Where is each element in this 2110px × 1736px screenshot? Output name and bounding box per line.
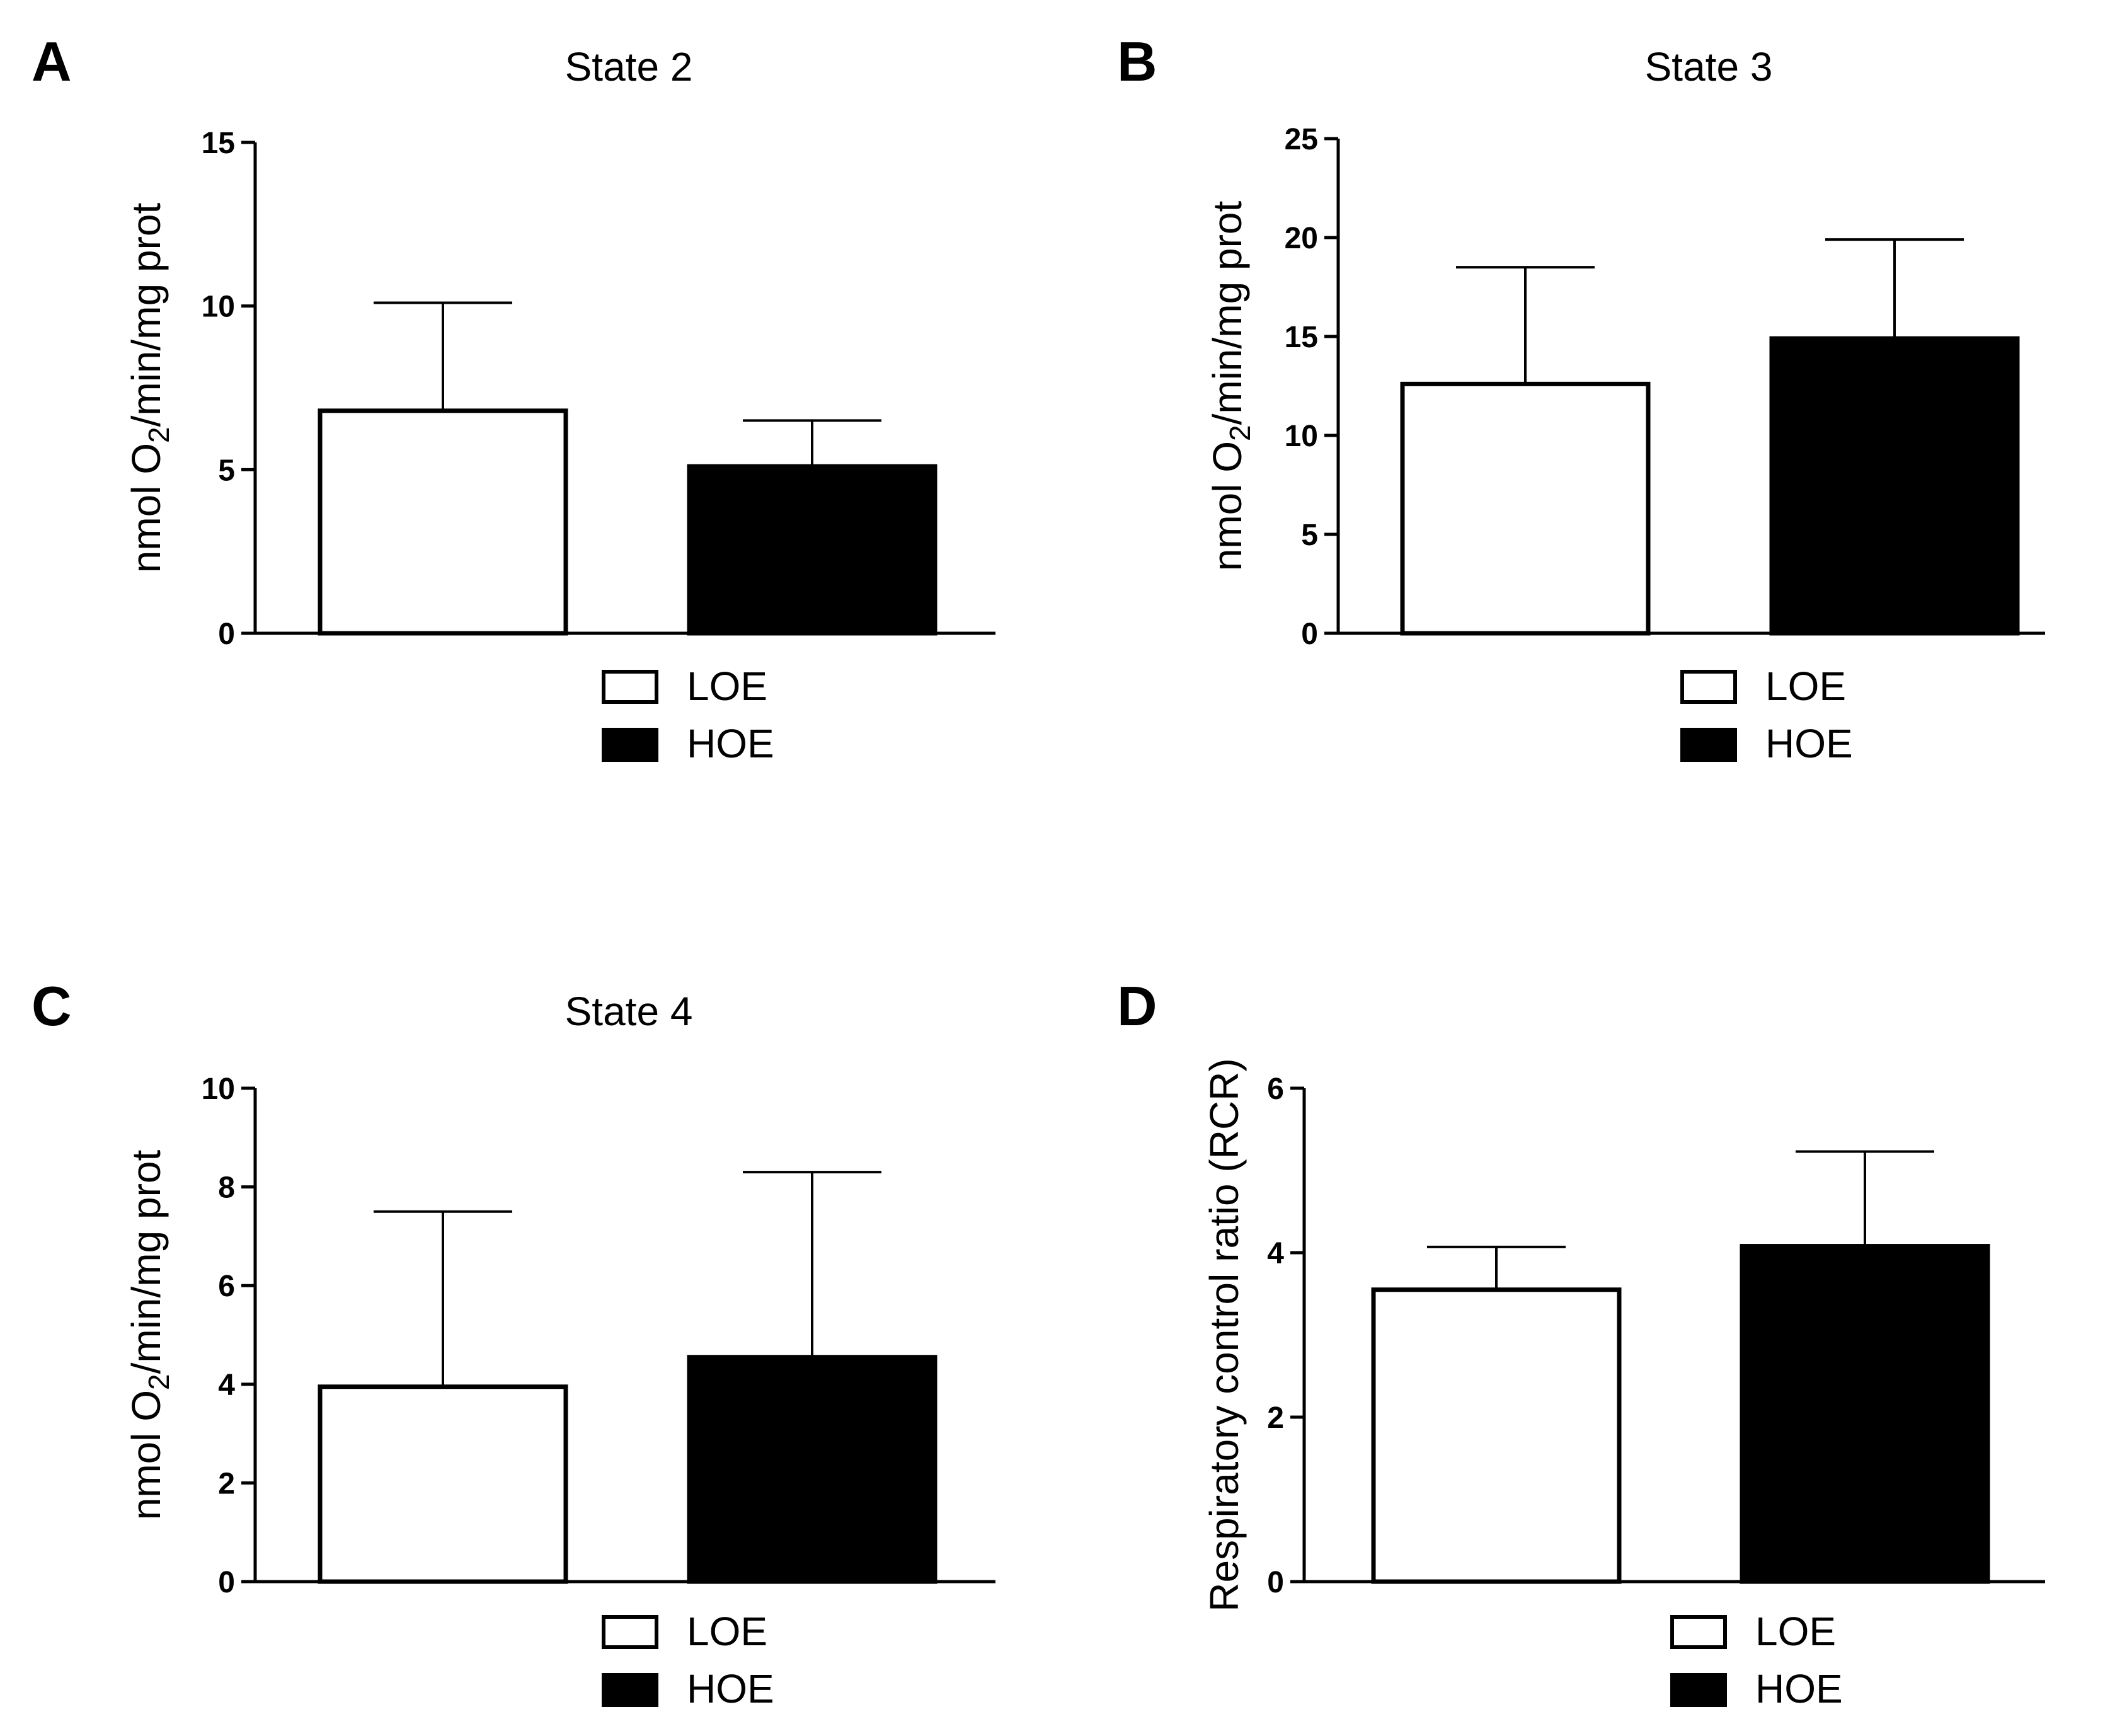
y-tick-label: 4 (218, 1369, 235, 1402)
y-axis-label-subscript: 2 (142, 427, 175, 443)
y-tick-label: 5 (218, 454, 235, 487)
legend-swatch-hoe (602, 1673, 658, 1707)
y-axis-label-part: /min/mg prot (123, 203, 169, 427)
legend-label-loe: LOE (1765, 664, 1846, 709)
bar-loe (1400, 381, 1651, 636)
chart-title: State 3 (1645, 44, 1773, 89)
y-axis-label-subscript: 2 (142, 1374, 175, 1390)
y-tick-label: 20 (1285, 222, 1318, 255)
bar-loe (318, 1384, 568, 1584)
y-tick-label: 25 (1285, 123, 1318, 156)
y-axis-label-part: nmol O (1205, 441, 1250, 571)
y-tick-label: 2 (1267, 1401, 1284, 1435)
panel-letter: C (32, 975, 72, 1037)
legend-swatch-hoe (602, 728, 658, 762)
y-tick-label: 5 (1301, 519, 1318, 552)
y-tick-label: 10 (202, 1072, 235, 1106)
chart-title: State 4 (565, 989, 693, 1034)
legend-label-hoe: HOE (1765, 721, 1853, 766)
y-tick-label: 10 (202, 290, 235, 324)
chart-title: State 2 (565, 44, 693, 89)
y-tick-label: 4 (1267, 1237, 1284, 1270)
y-tick-label: 0 (1267, 1566, 1284, 1599)
legend-label-hoe: HOE (687, 721, 774, 766)
y-axis-label-part: nmol O (123, 443, 169, 573)
y-axis-label: nmol O2/min/mg prot (123, 203, 175, 573)
panel-a: A State 2 0 5 10 15 nmol O2/min/mg prot LOE HOE (32, 30, 995, 766)
legend-swatch-hoe (1670, 1673, 1727, 1707)
legend-label-hoe: HOE (1755, 1666, 1843, 1711)
y-tick-label: 15 (1285, 321, 1318, 354)
bar-loe (1371, 1287, 1622, 1584)
panel-letter: A (32, 30, 72, 93)
y-tick-label: 8 (218, 1171, 235, 1205)
panel-letter: B (1117, 30, 1157, 93)
legend-swatch-loe (602, 670, 658, 704)
legend-label-loe: LOE (687, 1609, 767, 1654)
panel-letter: D (1117, 975, 1157, 1037)
y-axis-label: nmol O2/min/mg prot (1205, 201, 1256, 572)
y-axis-label-part: /min/mg prot (1205, 201, 1250, 425)
y-axis-label-part: Respiratory control ratio (RCR) (1201, 1058, 1247, 1611)
y-tick-label: 0 (1301, 618, 1318, 651)
y-axis-label-part: nmol O (123, 1390, 169, 1520)
y-axis-label: nmol O2/min/mg prot (123, 1150, 175, 1520)
bar-hoe (687, 464, 937, 636)
y-axis-label: Respiratory control ratio (RCR) (1201, 1058, 1247, 1611)
panel-b: B State 3 0 5 10 15 20 25 nmol O2/min/mg prot LOE… (1117, 30, 2045, 766)
legend-swatch-loe (1680, 670, 1737, 704)
bar-hoe (687, 1355, 937, 1584)
legend-swatch-loe (1670, 1615, 1727, 1649)
y-tick-label: 0 (218, 618, 235, 651)
y-tick-label: 2 (218, 1467, 235, 1500)
legend-swatch-hoe (1680, 728, 1737, 762)
bar-hoe (1769, 336, 2020, 636)
panel-d: D 0 2 4 6 Respiratory control ratio (RCR) LOE H… (1117, 975, 2045, 1711)
legend-label-loe: LOE (1755, 1609, 1836, 1654)
y-tick-label: 6 (218, 1270, 235, 1303)
y-axis-label-part: /min/mg prot (123, 1150, 169, 1374)
y-tick-label: 15 (202, 127, 235, 160)
y-tick-label: 0 (218, 1566, 235, 1599)
bar-loe (318, 408, 568, 636)
y-tick-label: 10 (1285, 420, 1318, 453)
legend-label-hoe: HOE (687, 1666, 774, 1711)
y-axis-label-subscript: 2 (1224, 425, 1256, 441)
y-tick-label: 6 (1267, 1072, 1284, 1106)
bar-hoe (1740, 1244, 1990, 1584)
legend-label-loe: LOE (687, 664, 767, 709)
legend-swatch-loe (602, 1615, 658, 1649)
